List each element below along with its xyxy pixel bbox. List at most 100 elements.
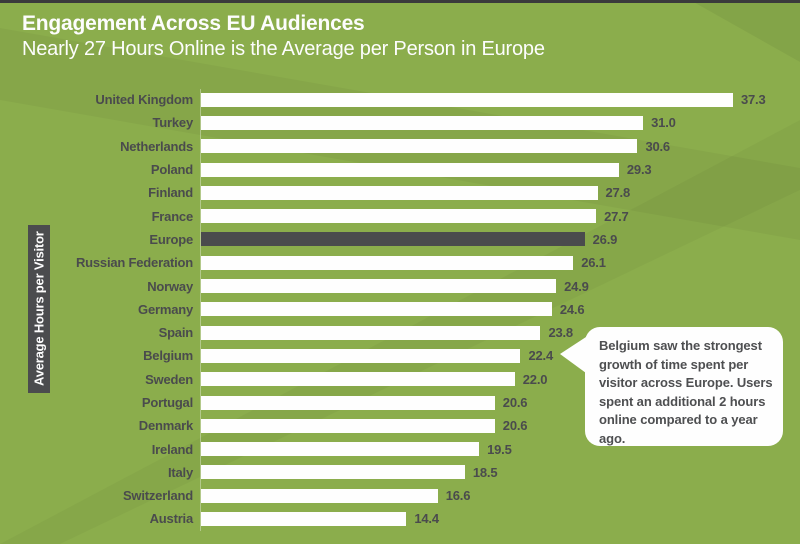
chart-row: Norway 24.9 bbox=[0, 274, 800, 297]
category-label: Spain bbox=[158, 325, 194, 341]
bar-area: 20.6 bbox=[193, 418, 800, 433]
category-label: Portugal bbox=[141, 395, 193, 410]
callout-bubble: Belgium saw the strongest growth of time… bbox=[585, 327, 783, 446]
bar bbox=[201, 395, 495, 410]
value-label: 24.6 bbox=[559, 301, 585, 317]
value-label: 31.0 bbox=[651, 115, 676, 131]
bar-area: 29.3 bbox=[193, 162, 800, 177]
value-label: 30.6 bbox=[645, 138, 670, 154]
bar-area: 22.0 bbox=[193, 372, 800, 387]
category-label: Turkey bbox=[152, 115, 194, 131]
chart-row: France 27.7 bbox=[0, 204, 800, 227]
bar-area: 27.8 bbox=[193, 185, 800, 200]
value-label: 26.1 bbox=[581, 255, 606, 271]
bar bbox=[201, 279, 557, 294]
axis-baseline bbox=[200, 89, 201, 531]
bar-area: 24.9 bbox=[193, 279, 800, 294]
bar-area: 27.7 bbox=[193, 209, 800, 224]
category-label: Belgium bbox=[143, 348, 193, 364]
category-label: Austria bbox=[149, 511, 194, 527]
bar-area: 22.4 bbox=[193, 348, 800, 363]
chart-row: United Kingdom 37.3 bbox=[0, 88, 800, 111]
chart-row: Austria 14.4 bbox=[0, 507, 800, 530]
chart-row: Turkey 31.0 bbox=[0, 111, 800, 134]
value-label: 27.8 bbox=[605, 185, 631, 201]
category-label: Switzerland bbox=[122, 488, 193, 504]
chart-subtitle: Nearly 27 Hours Online is the Average pe… bbox=[22, 38, 545, 60]
value-label: 22.4 bbox=[528, 348, 553, 364]
bar bbox=[201, 442, 480, 457]
bar-highlight bbox=[201, 232, 585, 247]
category-label: France bbox=[151, 208, 194, 224]
chart-rows: United Kingdom 37.3 Turkey 31.0 Netherlands 3… bbox=[0, 88, 800, 531]
value-label: 20.6 bbox=[502, 418, 528, 434]
callout-text: Belgium saw the strongest growth of time… bbox=[599, 338, 773, 446]
category-label: United Kingdom bbox=[95, 92, 193, 108]
chart-row: Poland 29.3 bbox=[0, 158, 800, 181]
bar-area: 31.0 bbox=[193, 115, 800, 130]
category-label: Italy bbox=[167, 464, 193, 480]
bar bbox=[201, 255, 574, 270]
chart-row: Europe 26.9 bbox=[0, 228, 800, 251]
bar bbox=[201, 511, 407, 526]
chart-row: Netherlands 30.6 bbox=[0, 135, 800, 158]
bar bbox=[201, 139, 638, 154]
chart-row: Finland 27.8 bbox=[0, 181, 800, 204]
chart-row: Denmark 20.6 bbox=[0, 414, 800, 437]
category-label: Ireland bbox=[151, 441, 193, 457]
chart-row: Sweden 22.0 bbox=[0, 368, 800, 391]
bar-area: 26.1 bbox=[193, 255, 800, 270]
chart-row: Belgium 22.4 bbox=[0, 344, 800, 367]
value-label: 22.0 bbox=[522, 371, 548, 387]
bar bbox=[201, 115, 644, 130]
bar bbox=[201, 348, 521, 363]
bar bbox=[201, 185, 598, 200]
category-label: Russian Federation bbox=[75, 255, 193, 271]
chart-header: Engagement Across EU Audiences Nearly 27… bbox=[22, 11, 545, 62]
category-label: Finland bbox=[148, 185, 193, 201]
chart-row: Ireland 19.5 bbox=[0, 437, 800, 460]
value-label: 14.4 bbox=[414, 511, 439, 527]
value-label: 27.7 bbox=[604, 208, 629, 224]
category-label: Germany bbox=[138, 301, 193, 317]
value-label: 23.8 bbox=[548, 325, 573, 341]
value-label: 29.3 bbox=[626, 162, 652, 178]
bar-area: 18.5 bbox=[193, 465, 800, 480]
value-label: 20.6 bbox=[502, 395, 528, 410]
chart-row: Russian Federation 26.1 bbox=[0, 251, 800, 274]
value-label: 18.5 bbox=[472, 464, 498, 480]
chart-title: Engagement Across EU Audiences bbox=[22, 12, 365, 35]
category-label: Poland bbox=[150, 162, 193, 178]
category-label: Denmark bbox=[138, 418, 193, 434]
category-label: Sweden bbox=[145, 371, 193, 387]
bar-area: 26.9 bbox=[193, 232, 800, 247]
chart-row: Switzerland 16.6 bbox=[0, 484, 800, 507]
bar-area: 24.6 bbox=[193, 302, 800, 317]
bar bbox=[201, 418, 495, 433]
bar bbox=[201, 302, 552, 317]
bar-area: 19.5 bbox=[193, 442, 800, 457]
bar bbox=[201, 325, 541, 340]
callout-tail bbox=[560, 337, 586, 373]
chart-row: Spain 23.8 bbox=[0, 321, 800, 344]
bar bbox=[201, 92, 733, 107]
chart-row: Portugal 20.6 bbox=[0, 391, 800, 414]
value-label: 19.5 bbox=[487, 441, 512, 457]
value-label: 37.3 bbox=[741, 92, 766, 108]
bar-area: 37.3 bbox=[193, 92, 800, 107]
value-label: 26.9 bbox=[592, 231, 618, 247]
bar-area: 23.8 bbox=[193, 325, 800, 340]
category-label: Norway bbox=[147, 278, 193, 294]
value-label: 24.9 bbox=[564, 278, 589, 294]
category-label: Europe bbox=[149, 231, 193, 247]
bar bbox=[201, 372, 515, 387]
category-label: Netherlands bbox=[120, 138, 193, 154]
bar-area: 30.6 bbox=[193, 139, 800, 154]
bar bbox=[201, 162, 619, 177]
bar bbox=[201, 209, 597, 224]
bar-area: 20.6 bbox=[193, 395, 800, 410]
bar-area: 14.4 bbox=[193, 511, 800, 526]
chart-row: Germany 24.6 bbox=[0, 298, 800, 321]
bar bbox=[201, 465, 465, 480]
